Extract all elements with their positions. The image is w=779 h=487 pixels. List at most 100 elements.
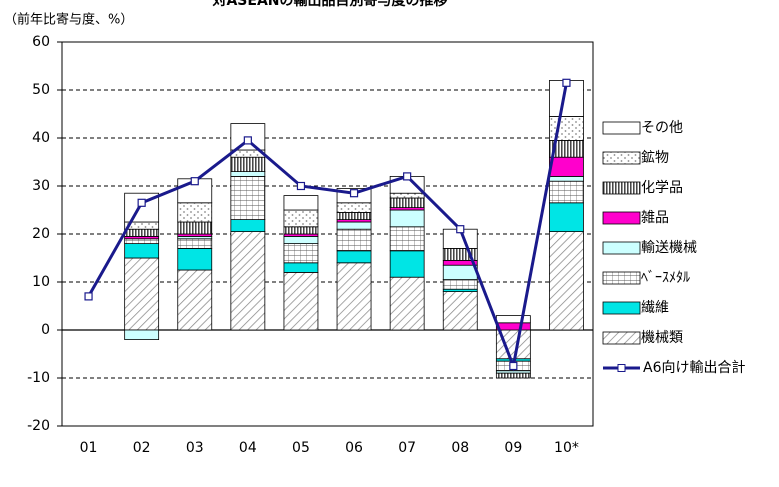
bar-segment	[495, 372, 531, 379]
x-tick-label: 04	[239, 440, 257, 456]
bar-segment	[230, 231, 266, 331]
bar-segment	[549, 175, 584, 182]
x-tick-label: 08	[451, 440, 469, 456]
y-tick-label: 50	[32, 82, 50, 98]
legend-swatch	[602, 301, 641, 315]
bar-segment	[389, 197, 425, 209]
bar-segment	[124, 329, 160, 341]
line-marker	[456, 225, 465, 234]
bar-segment	[549, 156, 584, 177]
x-tick-label: 05	[292, 440, 310, 456]
legend-label: 雑品	[641, 210, 669, 226]
bar-segment	[177, 221, 213, 235]
legend-label: A6向け輸出合計	[643, 360, 745, 376]
legend-swatch	[602, 331, 641, 345]
bar-segment	[495, 315, 531, 324]
y-tick-label: 30	[32, 178, 50, 194]
bar-segment	[283, 226, 319, 235]
bar-segment	[283, 235, 319, 244]
bar-segment	[283, 262, 319, 273]
bar-segment	[177, 269, 213, 331]
bar-segment	[442, 279, 478, 290]
y-tick-label: -10	[27, 370, 50, 386]
line-marker	[296, 181, 306, 191]
y-tick-label: 20	[32, 226, 50, 242]
legend-label: 繊維	[641, 300, 669, 316]
bar-segment	[549, 180, 584, 204]
bar-segment	[283, 243, 319, 264]
bar-segment	[495, 329, 531, 360]
bar-segment	[442, 291, 478, 331]
x-tick-label: 06	[345, 440, 363, 456]
bar-segment	[283, 209, 319, 228]
line-marker	[562, 78, 571, 87]
line-marker	[190, 177, 199, 186]
legend-swatch	[602, 241, 641, 255]
x-tick-label: 09	[504, 440, 522, 456]
legend-swatch	[602, 211, 641, 225]
x-tick-label: 02	[133, 440, 151, 456]
bar-segment	[549, 202, 584, 233]
bar-segment	[230, 156, 266, 172]
y-tick-label: 10	[32, 274, 50, 290]
bar-segment	[336, 228, 372, 252]
legend-swatch	[602, 151, 641, 165]
bar-segment	[336, 221, 372, 230]
bar-segment	[230, 219, 266, 233]
bar-segment	[283, 271, 319, 331]
bar-segment	[389, 209, 425, 228]
bar-segment	[336, 211, 372, 220]
bar-segment	[230, 175, 266, 220]
bar-segment	[389, 276, 425, 331]
bar-segment	[124, 257, 160, 331]
bar-segment	[283, 195, 319, 211]
y-tick-label: 40	[32, 130, 50, 146]
line-marker	[243, 136, 252, 145]
bar-segment	[389, 226, 425, 252]
legend-label: 輸送機械	[641, 240, 697, 256]
plot-frame	[61, 41, 594, 427]
bar-segment	[177, 238, 213, 249]
x-tick-label: 07	[398, 440, 416, 456]
chart-title: 対ASEANの輸出品目別寄与度の推移	[211, 0, 447, 9]
line-marker	[84, 292, 93, 301]
bar-segment	[389, 250, 425, 278]
legend-swatch	[602, 121, 641, 135]
y-tick-label: -20	[27, 418, 50, 434]
line-marker	[349, 189, 359, 198]
legend-swatch	[602, 181, 641, 195]
y-tick-label: 60	[32, 34, 50, 50]
x-tick-label: 10*	[554, 440, 579, 456]
legend-label: 機械類	[641, 330, 683, 346]
legend-label: 鉱物	[641, 149, 669, 166]
legend-marker	[617, 364, 626, 372]
bar-segment	[230, 171, 266, 177]
legend-label: 化学品	[641, 180, 683, 196]
y-tick-label: 0	[41, 322, 50, 338]
bar-segment	[336, 262, 372, 331]
bar-segment	[442, 264, 478, 281]
bar-segment	[389, 192, 425, 199]
bar-segment	[177, 202, 213, 223]
total-line	[87, 82, 568, 372]
line-marker	[403, 172, 412, 181]
bar-segment	[124, 238, 160, 245]
line-marker	[137, 198, 146, 207]
bar-segment	[336, 202, 372, 213]
x-tick-label: 01	[80, 440, 98, 456]
bar-segment	[549, 116, 584, 141]
bar-segment	[177, 247, 213, 271]
bar-segment	[549, 231, 584, 331]
bar-segment	[336, 250, 372, 264]
bar-segment	[495, 322, 531, 331]
bar-segment	[124, 228, 160, 237]
legend-label: その他	[641, 120, 683, 136]
y-axis-label: （前年比寄与度、%）	[4, 12, 133, 28]
x-tick-label: 03	[186, 440, 204, 456]
bar-segment	[230, 123, 266, 151]
line-marker	[509, 361, 518, 371]
legend-label: ﾍﾞｰｽﾒﾀﾙ	[641, 270, 690, 286]
legend-swatch	[602, 271, 641, 285]
bar-segment	[124, 243, 160, 259]
